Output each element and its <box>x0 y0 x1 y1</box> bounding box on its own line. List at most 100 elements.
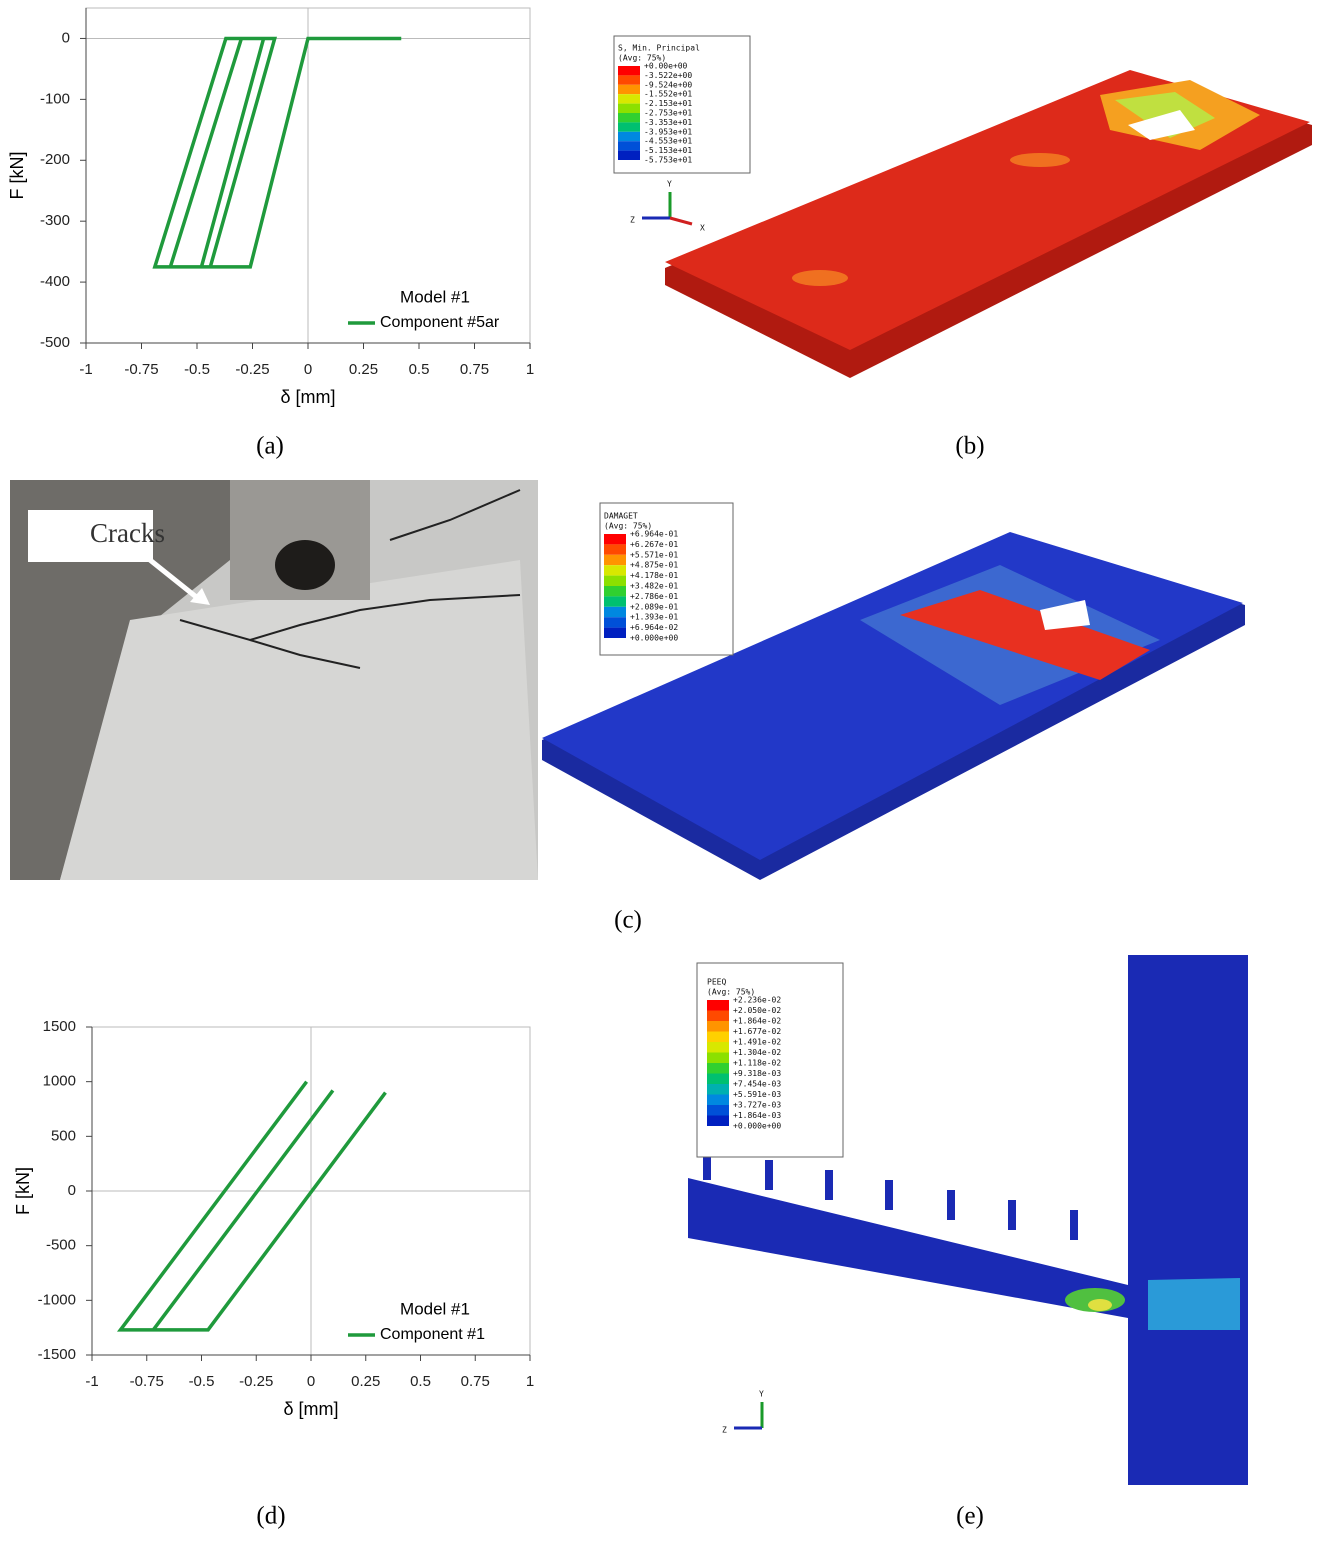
contour-level: +6.964e-02 <box>630 623 678 632</box>
y-tick-label: 0 <box>62 29 70 46</box>
contour-band <box>707 1105 729 1116</box>
contour-level: +9.318e-03 <box>733 1069 781 1078</box>
contour-level: -3.353e+01 <box>644 118 692 127</box>
contour-level: +5.571e-01 <box>630 550 678 559</box>
contour-title: S, Min. Principal <box>618 44 700 53</box>
contour-band <box>707 1074 729 1085</box>
contour-band <box>707 1000 729 1011</box>
contour-band <box>604 565 626 575</box>
data-line <box>120 1082 385 1330</box>
y-tick-label: -1500 <box>38 1346 76 1363</box>
contour-level: -2.153e+01 <box>644 99 692 108</box>
contour-level: +7.454e-03 <box>733 1080 781 1089</box>
contour-band <box>707 1095 729 1106</box>
contour-band <box>604 534 626 544</box>
contour-level: +2.786e-01 <box>630 592 678 601</box>
contour-band <box>618 104 640 113</box>
contour-level: +1.118e-02 <box>733 1059 781 1068</box>
triad-axis <box>670 218 692 224</box>
contour-title: PEEQ <box>707 978 726 987</box>
y-tick-label: -200 <box>40 151 70 168</box>
x-tick-label: 1 <box>526 361 534 378</box>
photo-annotation: Cracks <box>90 518 165 548</box>
contour-band <box>707 1084 729 1095</box>
contour-band <box>618 85 640 94</box>
contour-level: +0.000e+00 <box>630 634 678 643</box>
x-tick-label: 0.75 <box>460 361 489 378</box>
contour-level: +4.875e-01 <box>630 561 678 570</box>
contour-level: +3.727e-03 <box>733 1101 781 1110</box>
x-tick-label: 0.5 <box>409 361 430 378</box>
triad-label: X <box>700 224 705 233</box>
contour-band <box>707 1116 729 1127</box>
contour-band <box>618 151 640 160</box>
contour-level: -5.753e+01 <box>644 156 692 165</box>
x-tick-label: -1 <box>85 1373 98 1390</box>
y-tick-label: -300 <box>40 212 70 229</box>
x-tick-label: 0.25 <box>351 1373 380 1390</box>
panel-label: (b) <box>955 433 984 460</box>
contour-band <box>618 75 640 84</box>
legend-label: Component #1 <box>380 1326 485 1343</box>
x-tick-label: 0.5 <box>410 1373 431 1390</box>
contour-band <box>618 94 640 103</box>
contour-level: -4.553e+01 <box>644 137 692 146</box>
contour-band <box>604 555 626 565</box>
x-tick-label: 0.25 <box>349 361 378 378</box>
triad-label: Z <box>722 1426 727 1435</box>
contour-level: +2.089e-01 <box>630 602 678 611</box>
y-tick-label: -500 <box>40 334 70 351</box>
x-tick-label: -0.5 <box>184 361 210 378</box>
x-tick-label: -0.75 <box>130 1373 164 1390</box>
triad-label: Y <box>759 1390 764 1399</box>
contour-band <box>604 586 626 596</box>
fe-model-b <box>665 70 1312 378</box>
contour-level: +4.178e-01 <box>630 571 678 580</box>
panel-label: (d) <box>256 1503 285 1530</box>
panel-label: (e) <box>956 1503 984 1530</box>
contour-band <box>707 1063 729 1074</box>
contour-band <box>618 113 640 122</box>
triad-label: Y <box>667 180 672 189</box>
y-tick-label: -1000 <box>38 1291 76 1308</box>
x-tick-label: -1 <box>79 361 92 378</box>
legend-title: Model #1 <box>400 287 470 306</box>
contour-band <box>618 141 640 150</box>
y-tick-label: -400 <box>40 273 70 290</box>
contour-level: +1.677e-02 <box>733 1027 781 1036</box>
contour-level: -3.953e+01 <box>644 127 692 136</box>
data-line <box>155 38 401 266</box>
contour-level: -2.753e+01 <box>644 109 692 118</box>
contour-band <box>618 122 640 131</box>
contour-level: +1.491e-02 <box>733 1038 781 1047</box>
x-axis-label: δ [mm] <box>283 1399 338 1419</box>
x-axis-label: δ [mm] <box>280 387 335 407</box>
contour-level: +0.000e+00 <box>733 1122 781 1131</box>
contour-level: +1.864e-02 <box>733 1017 781 1026</box>
contour-band <box>618 66 640 75</box>
contour-band <box>707 1042 729 1053</box>
contour-level: +2.050e-02 <box>733 1006 781 1015</box>
contour-band <box>604 576 626 586</box>
panel-label: (a) <box>256 433 284 460</box>
figure: Cracks (a) (b) (c) (d) (e) -1 -0.75 -0.5 -0… <box>0 0 1317 1536</box>
contour-band <box>604 607 626 617</box>
contour-title: DAMAGET <box>604 512 638 521</box>
contour-level: +1.393e-01 <box>630 613 678 622</box>
contour-level: +6.964e-01 <box>630 530 678 539</box>
contour-level: -9.524e+00 <box>644 80 692 89</box>
contour-band <box>604 617 626 627</box>
x-tick-label: 1 <box>526 1373 534 1390</box>
triad-label: Z <box>630 216 635 225</box>
y-tick-label: -100 <box>40 90 70 107</box>
contour-band <box>707 1032 729 1043</box>
x-tick-label: -0.25 <box>239 1373 273 1390</box>
x-tick-label: 0.75 <box>461 1373 490 1390</box>
x-tick-label: -0.5 <box>189 1373 215 1390</box>
legend-title: Model #1 <box>400 1299 470 1318</box>
panel-label: (c) <box>614 907 642 934</box>
y-axis-label: F [kN] <box>7 152 27 200</box>
contour-level: -5.153e+01 <box>644 146 692 155</box>
x-tick-label: 0 <box>307 1373 315 1390</box>
x-tick-label: -0.25 <box>235 361 269 378</box>
